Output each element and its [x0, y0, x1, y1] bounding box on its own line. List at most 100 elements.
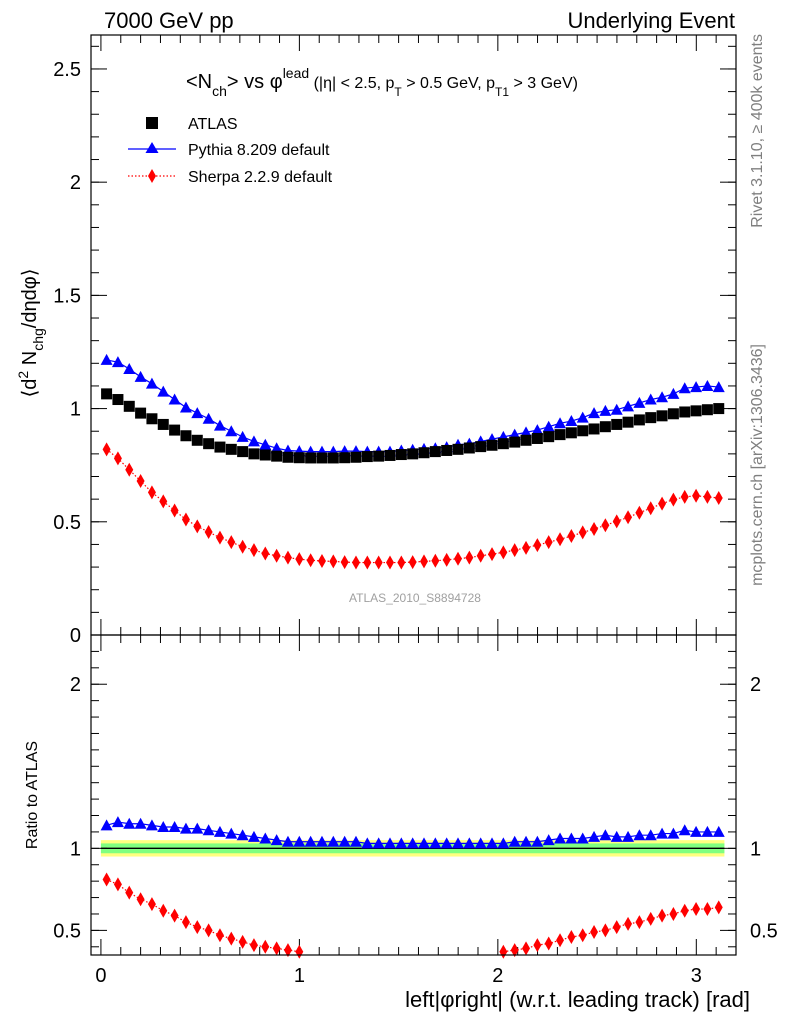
pythia-ratio-point: [247, 830, 260, 842]
sherpa-point: [476, 548, 485, 563]
pythia-point: [259, 438, 272, 450]
pythia-point: [202, 412, 215, 424]
sherpa-ratio-point: [522, 941, 531, 956]
atlas-point: [282, 451, 294, 463]
pythia-ratio-point: [588, 830, 601, 842]
pythia-point: [701, 379, 714, 391]
sherpa-point: [351, 555, 360, 570]
atlas-point: [463, 442, 475, 454]
pythia-ratio-point: [157, 821, 170, 832]
atlas-point: [599, 421, 611, 433]
pythia-ratio-point: [213, 825, 226, 837]
sherpa-point: [215, 530, 224, 545]
pythia-ratio-point: [111, 816, 124, 828]
sherpa-point: [454, 551, 463, 566]
sherpa-ratio-point: [113, 877, 122, 892]
pythia-ratio-point: [554, 832, 567, 844]
pythia-ratio-point: [361, 837, 374, 849]
sherpa-ratio-point: [624, 916, 633, 931]
sherpa-point: [295, 552, 304, 567]
sherpa-point: [590, 522, 599, 537]
pythia-point: [588, 407, 601, 419]
x-axis-label: left|φright| (w.r.t. leading track) [rad…: [405, 987, 750, 1012]
atlas-point: [293, 452, 305, 464]
pythia-point: [542, 420, 555, 432]
atlas-point: [259, 449, 271, 461]
lower-y-axis-label: Ratio to ATLAS: [24, 741, 41, 849]
atlas-point: [203, 438, 215, 450]
atlas-point: [543, 431, 555, 443]
atlas-point: [361, 451, 373, 463]
upper-y-tick-label: 2.5: [53, 59, 81, 81]
pythia-ratio-point: [418, 837, 431, 849]
sherpa-ratio-point: [147, 897, 156, 912]
sherpa-ratio-point: [295, 944, 304, 959]
pythia-point: [123, 362, 136, 374]
x-tick-label: 3: [691, 965, 702, 987]
atlas-point: [577, 425, 589, 437]
pythia-ratio-point: [179, 822, 192, 834]
sherpa-point: [397, 555, 406, 570]
lower-series: [100, 816, 725, 959]
sherpa-point: [465, 550, 474, 565]
atlas-point: [588, 423, 600, 435]
atlas-point: [101, 388, 113, 400]
sherpa-ratio-point: [283, 943, 292, 958]
sherpa-ratio-point: [159, 903, 168, 918]
sherpa-point: [238, 539, 247, 554]
lower-y-tick-label: 0.5: [53, 920, 81, 942]
analysis-watermark: ATLAS_2010_S8894728: [349, 591, 481, 605]
sherpa-point: [102, 442, 111, 457]
pythia-ratio-point: [293, 835, 306, 847]
pythia-ratio-point: [315, 835, 328, 847]
pythia-ratio-point: [134, 817, 147, 829]
sherpa-point: [181, 512, 190, 527]
upper-y-tick-label: 0: [70, 625, 81, 647]
pythia-point: [610, 403, 623, 415]
sherpa-point: [522, 540, 531, 555]
pythia-point: [520, 426, 533, 438]
atlas-point: [271, 450, 283, 462]
sherpa-point: [249, 543, 258, 558]
sherpa-ratio-point: [249, 938, 258, 953]
sherpa-ratio-point: [125, 885, 134, 900]
pythia-point: [576, 411, 589, 423]
atlas-point: [157, 418, 169, 430]
pythia-point: [644, 393, 657, 405]
sherpa-point: [329, 554, 338, 569]
atlas-point: [520, 434, 532, 446]
pythia-ratio-point: [599, 829, 612, 841]
sherpa-point: [544, 535, 553, 550]
atlas-point: [713, 403, 725, 415]
atlas-point: [146, 413, 158, 425]
sherpa-ratio-point: [510, 943, 519, 958]
pythia-ratio-point: [270, 834, 283, 846]
atlas-point: [429, 446, 441, 458]
sherpa-ratio-point: [669, 906, 678, 921]
pythia-point: [712, 381, 725, 393]
pythia-ratio-point: [236, 829, 249, 841]
pythia-point: [656, 391, 669, 403]
sherpa-point: [431, 553, 440, 568]
atlas-point: [339, 452, 351, 464]
sherpa-point: [567, 529, 576, 544]
sherpa-line: [106, 448, 719, 564]
sherpa-point: [624, 510, 633, 525]
pythia-point: [633, 396, 646, 408]
sherpa-ratio-point: [227, 931, 236, 946]
sherpa-ratio-point: [590, 925, 599, 940]
pythia-ratio-point: [565, 832, 578, 844]
legend-marker-atlas: [146, 117, 158, 129]
lower-y-tick-label: 1: [70, 838, 81, 860]
atlas-point: [305, 452, 317, 464]
legend: ATLAS Pythia 8.209 default Sherpa 2.2.9 …: [128, 116, 333, 186]
sherpa-point: [635, 505, 644, 520]
sherpa-point: [533, 538, 542, 553]
atlas-point: [180, 430, 192, 442]
pythia-point: [565, 415, 578, 427]
pythia-point: [111, 356, 124, 368]
atlas-point: [497, 438, 509, 450]
pythia-ratio-point: [100, 819, 113, 831]
atlas-point: [327, 452, 339, 464]
